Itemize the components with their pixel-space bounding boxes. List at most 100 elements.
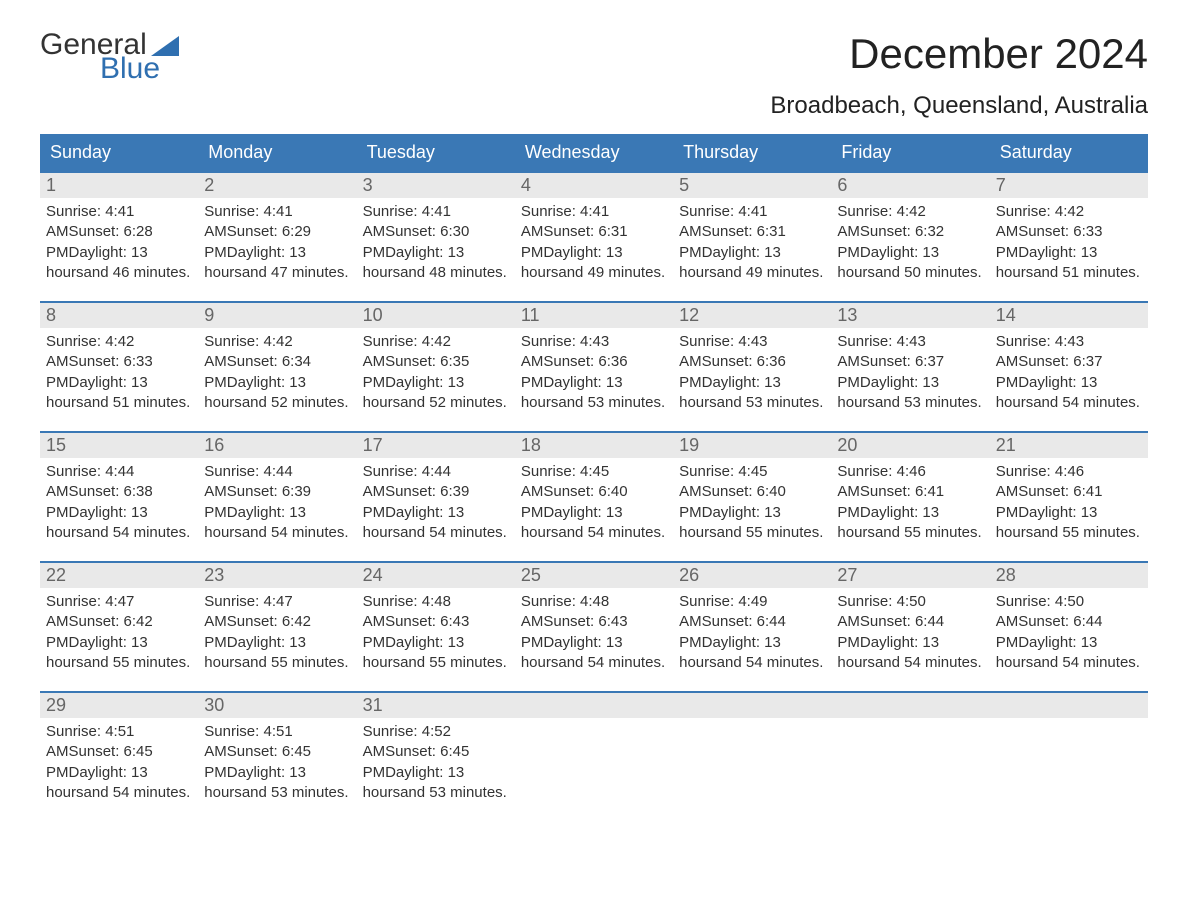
- day-num-row: 10: [357, 303, 515, 328]
- day-content: Sunrise: 4:48 AMSunset: 6:43 PMDaylight:…: [515, 588, 673, 683]
- day-header-sunday: Sunday: [40, 134, 198, 171]
- day-header-saturday: Saturday: [990, 134, 1148, 171]
- day-cell: 6 Sunrise: 4:42 AMSunset: 6:32 PMDaylight…: [831, 173, 989, 301]
- day-content: Sunrise: 4:41 AMSunset: 6:28 PMDaylight:…: [40, 198, 198, 293]
- day-cell: 12Sunrise: 4:43 AMSunset: 6:36 PMDayligh…: [673, 303, 831, 431]
- day-num-row: 20: [831, 433, 989, 458]
- day-content: Sunrise: 4:41 AMSunset: 6:30 PMDaylight:…: [357, 198, 515, 293]
- day-num-row: 21: [990, 433, 1148, 458]
- day-content: Sunrise: 4:45 AMSunset: 6:40 PMDaylight:…: [673, 458, 831, 553]
- header: General Blue December 2024: [40, 30, 1148, 84]
- day-content: Sunrise: 4:51 AMSunset: 6:45 PMDaylight:…: [40, 718, 198, 813]
- day-num-row: 16: [198, 433, 356, 458]
- day-dl2: and 53 minutes.: [400, 784, 507, 801]
- day-number: 9: [204, 305, 214, 325]
- day-cell: 17 Sunrise: 4:44 AMSunset: 6:39 PMDayligh…: [357, 433, 515, 561]
- day-cell: 9Sunrise: 4:42 AMSunset: 6:34 PMDaylight…: [198, 303, 356, 431]
- day-number: 14: [996, 305, 1016, 325]
- day-dl2: and 51 minutes.: [84, 394, 191, 411]
- day-num-row: 4: [515, 173, 673, 198]
- day-num-row: .: [990, 693, 1148, 718]
- day-content: Sunrise: 4:41 AMSunset: 6:31 PMDaylight:…: [673, 198, 831, 293]
- day-cell: 23 Sunrise: 4:47 AMSunset: 6:42 PMDayligh…: [198, 563, 356, 691]
- day-num-row: 27: [831, 563, 989, 588]
- day-num-row: 1: [40, 173, 198, 198]
- day-content: Sunrise: 4:47 AMSunset: 6:42 PMDaylight:…: [198, 588, 356, 683]
- day-content: Sunrise: 4:44 AMSunset: 6:38 PMDaylight:…: [40, 458, 198, 553]
- day-num-row: 30: [198, 693, 356, 718]
- week-row: 15 Sunrise: 4:44 AMSunset: 6:38 PMDayligh…: [40, 431, 1148, 561]
- day-dl2: and 52 minutes.: [400, 394, 507, 411]
- day-dl2: and 55 minutes.: [717, 524, 824, 541]
- page-subtitle: Broadbeach, Queensland, Australia: [40, 92, 1148, 120]
- day-content: Sunrise: 4:44 AMSunset: 6:39 PMDaylight:…: [357, 458, 515, 553]
- day-num-row: 5: [673, 173, 831, 198]
- day-content: Sunrise: 4:49 AMSunset: 6:44 PMDaylight:…: [673, 588, 831, 683]
- logo-text-blue: Blue: [100, 54, 179, 84]
- day-cell: 7Sunrise: 4:42 AMSunset: 6:33 PMDaylight…: [990, 173, 1148, 301]
- day-number: 2: [204, 175, 214, 195]
- day-dl2: and 51 minutes.: [1033, 264, 1140, 281]
- day-content: Sunrise: 4:44 AMSunset: 6:39 PMDaylight:…: [198, 458, 356, 553]
- day-cell: 2Sunrise: 4:41 AMSunset: 6:29 PMDaylight…: [198, 173, 356, 301]
- day-cell: .: [831, 693, 989, 821]
- day-content: Sunrise: 4:42 AMSunset: 6:35 PMDaylight:…: [357, 328, 515, 423]
- day-cell: 31Sunrise: 4:52 AMSunset: 6:45 PMDayligh…: [357, 693, 515, 821]
- day-num-row: 19: [673, 433, 831, 458]
- day-num-row: 18: [515, 433, 673, 458]
- day-content: Sunrise: 4:43 AMSunset: 6:37 PMDaylight:…: [990, 328, 1148, 423]
- day-num-row: .: [515, 693, 673, 718]
- day-dl2: and 54 minutes.: [558, 654, 665, 671]
- day-number: 21: [996, 435, 1016, 455]
- day-dl2: and 54 minutes.: [717, 654, 824, 671]
- day-header-monday: Monday: [198, 134, 356, 171]
- day-number: 23: [204, 565, 224, 585]
- day-dl2: and 54 minutes.: [875, 654, 982, 671]
- day-number: 15: [46, 435, 66, 455]
- day-dl2: and 50 minutes.: [875, 264, 982, 281]
- day-content: Sunrise: 4:42 AMSunset: 6:32 PMDaylight:…: [831, 198, 989, 293]
- day-dl2: and 47 minutes.: [242, 264, 349, 281]
- weeks-container: 1Sunrise: 4:41 AMSunset: 6:28 PMDaylight…: [40, 171, 1148, 821]
- day-content: Sunrise: 4:43 AMSunset: 6:36 PMDaylight:…: [515, 328, 673, 423]
- day-dl2: and 52 minutes.: [242, 394, 349, 411]
- day-num-row: 9: [198, 303, 356, 328]
- day-cell: 11Sunrise: 4:43 AMSunset: 6:36 PMDayligh…: [515, 303, 673, 431]
- day-content: Sunrise: 4:47 AMSunset: 6:42 PMDaylight:…: [40, 588, 198, 683]
- day-dl2: and 54 minutes.: [84, 784, 191, 801]
- day-number: 6: [837, 175, 847, 195]
- day-number: 28: [996, 565, 1016, 585]
- day-dl2: and 55 minutes.: [875, 524, 982, 541]
- day-cell: 4Sunrise: 4:41 AMSunset: 6:31 PMDaylight…: [515, 173, 673, 301]
- day-dl2: and 54 minutes.: [242, 524, 349, 541]
- day-cell: 8Sunrise: 4:42 AMSunset: 6:33 PMDaylight…: [40, 303, 198, 431]
- day-dl2: and 49 minutes.: [558, 264, 665, 281]
- day-content: Sunrise: 4:48 AMSunset: 6:43 PMDaylight:…: [357, 588, 515, 683]
- day-dl2: and 54 minutes.: [84, 524, 191, 541]
- day-num-row: 31: [357, 693, 515, 718]
- day-content: Sunrise: 4:46 AMSunset: 6:41 PMDaylight:…: [990, 458, 1148, 553]
- day-content: Sunrise: 4:45 AMSunset: 6:40 PMDaylight:…: [515, 458, 673, 553]
- day-dl2: and 53 minutes.: [242, 784, 349, 801]
- day-cell: 22Sunrise: 4:47 AMSunset: 6:42 PMDayligh…: [40, 563, 198, 691]
- day-cell: 5Sunrise: 4:41 AMSunset: 6:31 PMDaylight…: [673, 173, 831, 301]
- day-dl2: and 53 minutes.: [875, 394, 982, 411]
- logo: General Blue: [40, 30, 179, 84]
- day-dl2: and 55 minutes.: [242, 654, 349, 671]
- day-content: Sunrise: 4:51 AMSunset: 6:45 PMDaylight:…: [198, 718, 356, 813]
- day-number: 17: [363, 435, 383, 455]
- day-content: Sunrise: 4:50 AMSunset: 6:44 PMDaylight:…: [990, 588, 1148, 683]
- day-number: 16: [204, 435, 224, 455]
- day-content: Sunrise: 4:50 AMSunset: 6:44 PMDaylight:…: [831, 588, 989, 683]
- day-num-row: 15: [40, 433, 198, 458]
- day-number: 31: [363, 695, 383, 715]
- page-title: December 2024: [849, 30, 1148, 78]
- day-number: 4: [521, 175, 531, 195]
- day-num-row: 17: [357, 433, 515, 458]
- day-num-row: .: [831, 693, 989, 718]
- day-number: 20: [837, 435, 857, 455]
- day-cell: 24Sunrise: 4:48 AMSunset: 6:43 PMDayligh…: [357, 563, 515, 691]
- day-cell: 14 Sunrise: 4:43 AMSunset: 6:37 PMDayligh…: [990, 303, 1148, 431]
- day-num-row: 14: [990, 303, 1148, 328]
- day-dl2: and 54 minutes.: [558, 524, 665, 541]
